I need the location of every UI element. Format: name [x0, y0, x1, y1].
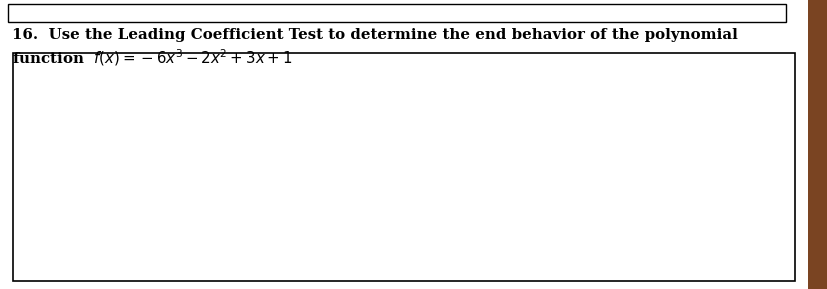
Text: function  $f(x) = -6x^3 - 2x^2 + 3x + 1$: function $f(x) = -6x^3 - 2x^2 + 3x + 1$ [12, 47, 292, 68]
Text: 16.  Use the Leading Coefficient Test to determine the end behavior of the polyn: 16. Use the Leading Coefficient Test to … [12, 28, 737, 42]
Bar [13, 53, 794, 281]
Bar [8, 4, 785, 22]
